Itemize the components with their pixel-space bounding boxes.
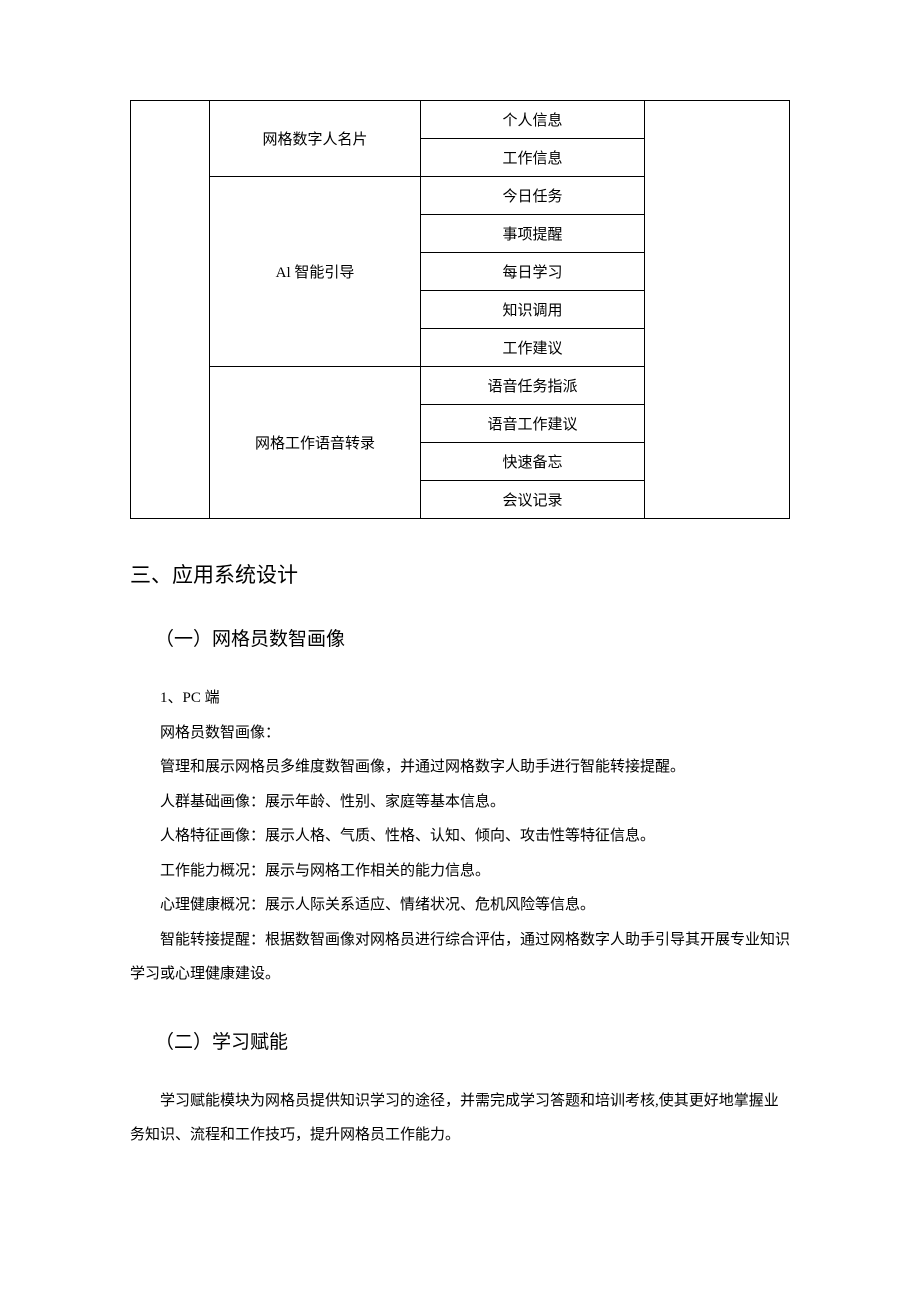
paragraph: 人群基础画像：展示年龄、性别、家庭等基本信息。 [130,785,790,820]
table-cell: Al 智能引导 [210,177,421,367]
paragraph: 1、PC 端 [130,681,790,716]
paragraph: 工作能力概况：展示与网格工作相关的能力信息。 [130,854,790,889]
table-cell: 知识调用 [420,291,644,329]
heading-level-2: （一）网格员数智画像 [155,624,790,651]
heading-level-1: 三、应用系统设计 [130,559,790,589]
table-cell: 每日学习 [420,253,644,291]
document-page: 网格数字人名片 个人信息 工作信息 Al 智能引导 今日任务 事项提醒 每日学习… [0,0,920,1233]
table-cell: 语音工作建议 [420,405,644,443]
paragraph: 学习赋能模块为网格员提供知识学习的途径，并需完成学习答题和培训考核,使其更好地掌… [130,1084,790,1153]
table-cell: 事项提醒 [420,215,644,253]
table-cell: 网格工作语音转录 [210,367,421,519]
paragraph: 管理和展示网格员多维度数智画像，并通过网格数字人助手进行智能转接提醒。 [130,750,790,785]
table-cell: 今日任务 [420,177,644,215]
paragraph: 心理健康概况：展示人际关系适应、情绪状况、危机风险等信息。 [130,888,790,923]
feature-table: 网格数字人名片 个人信息 工作信息 Al 智能引导 今日任务 事项提醒 每日学习… [130,100,790,519]
table-cell: 网格数字人名片 [210,101,421,177]
table-cell: 会议记录 [420,481,644,519]
table-cell-empty [645,101,790,519]
paragraph: 网格员数智画像： [130,716,790,751]
table-cell: 快速备忘 [420,443,644,481]
paragraph: 智能转接提醒：根据数智画像对网格员进行综合评估，通过网格数字人助手引导其开展专业… [130,923,790,992]
heading-level-2: （二）学习赋能 [155,1027,790,1054]
table-cell: 工作信息 [420,139,644,177]
table-row: 网格数字人名片 个人信息 [131,101,790,139]
table-cell: 个人信息 [420,101,644,139]
table-cell: 工作建议 [420,329,644,367]
table-cell-empty [131,101,210,519]
table-cell: 语音任务指派 [420,367,644,405]
paragraph: 人格特征画像：展示人格、气质、性格、认知、倾向、攻击性等特征信息。 [130,819,790,854]
